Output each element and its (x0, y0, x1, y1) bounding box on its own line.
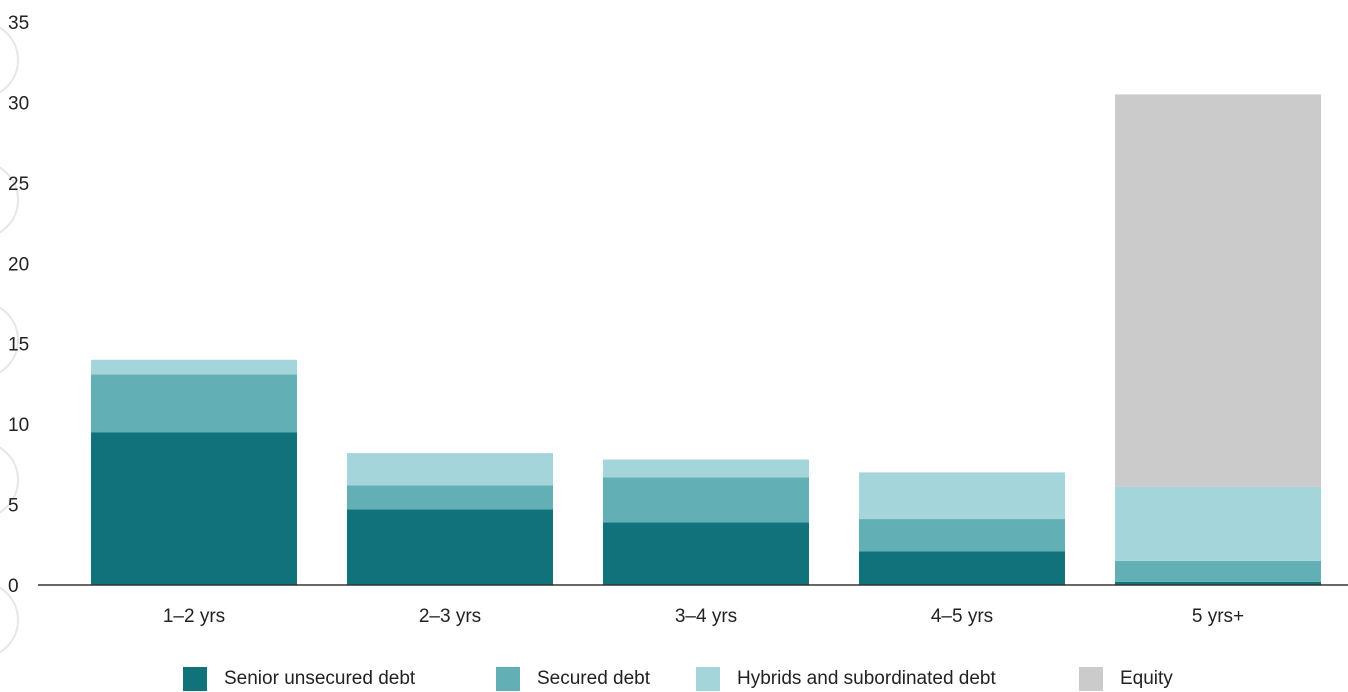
y-tick-label: 15 (8, 335, 29, 356)
y-tick-label: 20 (8, 254, 29, 275)
y-tick-label: 0 (8, 576, 19, 597)
bar-segment (347, 509, 553, 585)
bar-segment (1115, 560, 1321, 582)
legend-label: Secured debt (537, 668, 651, 689)
bar-segment (1115, 486, 1321, 561)
legend-swatch (183, 667, 207, 691)
bar-segment (1115, 581, 1321, 585)
bar-segment (91, 359, 297, 375)
bar-segment (347, 453, 553, 486)
legend-label: Hybrids and subordinated debt (737, 668, 996, 689)
y-tick-label: 10 (8, 415, 29, 436)
legend-item: Hybrids and subordinated debt (696, 666, 996, 692)
x-category-label: 3–4 yrs (675, 606, 737, 627)
legend-swatch (496, 667, 520, 691)
y-tick-label: 35 (8, 13, 29, 34)
bar-segment (1115, 94, 1321, 487)
x-category-label: 4–5 yrs (931, 606, 993, 627)
y-tick-label: 5 (8, 496, 19, 517)
legend-label: Senior unsecured debt (224, 668, 416, 689)
x-category-label: 1–2 yrs (163, 606, 225, 627)
bar-segment (603, 522, 809, 585)
x-category-label: 5 yrs+ (1192, 606, 1244, 627)
legend-label: Equity (1120, 668, 1173, 689)
legend-swatch (696, 667, 720, 691)
legend-swatch (1079, 667, 1103, 691)
y-tick-label: 25 (8, 174, 29, 195)
legend-item: Secured debt (496, 666, 650, 692)
bar-segment (91, 432, 297, 585)
y-tick-label: 30 (8, 93, 29, 114)
x-axis-category-labels: 1–2 yrs 2–3 yrs 3–4 yrs 4–5 yrs 5 yrs+ (163, 606, 1244, 627)
bar-segment (603, 477, 809, 523)
y-axis-tick-labels: 0 5 10 15 20 25 30 35 (8, 13, 29, 597)
bar-segment (859, 551, 1065, 585)
legend-item: Senior unsecured debt (183, 666, 415, 692)
bar-segment (603, 459, 809, 478)
legend: Senior unsecured debt Secured debt Hybrids… (0, 666, 1348, 692)
bar-segment (347, 485, 553, 510)
bars-layer (91, 94, 1321, 585)
bar-segment (859, 519, 1065, 552)
x-category-label: 2–3 yrs (419, 606, 481, 627)
bar-segment (859, 472, 1065, 520)
legend-item: Equity (1079, 666, 1173, 692)
bar-segment (91, 374, 297, 433)
stacked-bar-chart: 0 5 10 15 20 25 30 35 1–2 yrs 2–3 yrs 3–4 yrs 4–5 … (8, 13, 1348, 627)
